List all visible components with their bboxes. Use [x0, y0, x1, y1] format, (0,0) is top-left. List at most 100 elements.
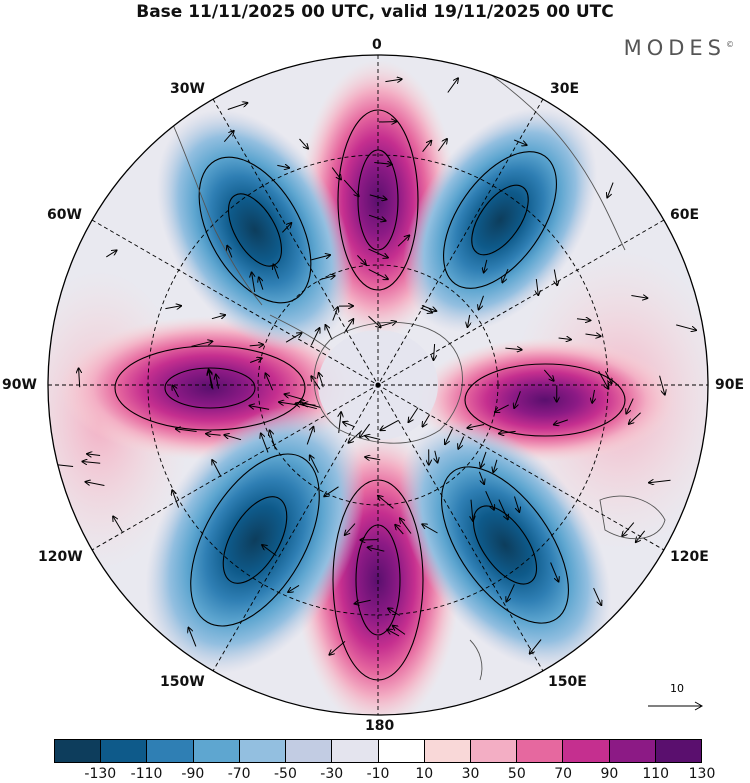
colorbar-swatch [563, 740, 610, 762]
wind-arrow [481, 451, 487, 467]
colorbar-tick-label: 90 [600, 766, 619, 782]
modes-logo: MODES© [623, 36, 734, 60]
wind-arrow [422, 141, 432, 153]
wind-arrow [266, 373, 274, 391]
wind-arrow [206, 434, 221, 436]
colorbar-tick-label: -130 [84, 766, 117, 782]
wind-arrow [499, 431, 516, 433]
wind-arrow [468, 314, 470, 327]
wind-arrow [576, 319, 590, 321]
wind-arrow [310, 455, 319, 473]
wind-arrow [607, 182, 614, 198]
colorbar-tick-label: -50 [273, 766, 297, 782]
streamline [464, 363, 626, 437]
wind-arrow [659, 375, 665, 395]
wind-arrow [355, 600, 371, 604]
colorbar-tick-label: 70 [554, 766, 573, 782]
wind-arrow [224, 435, 242, 441]
wind-arrow [343, 422, 355, 428]
wind-arrow [86, 482, 105, 486]
wind-arrow [288, 584, 300, 592]
lon-label-30e: 30E [550, 81, 580, 97]
colorbar-swatch [609, 740, 656, 762]
wind-arrow [249, 345, 263, 346]
wind-arrow [493, 459, 497, 472]
streamline [441, 466, 569, 624]
anomaly-negative-135e [398, 420, 612, 670]
wind-arrow [300, 402, 321, 408]
wind-arrow [191, 341, 213, 347]
colorbar-tick-label: -30 [320, 766, 344, 782]
wind-arrow [368, 315, 381, 327]
streamline [222, 496, 288, 584]
wind-arrow [165, 306, 181, 309]
wind-arrow [495, 404, 509, 412]
wind-arrow [259, 277, 264, 290]
wind-arrow [299, 138, 309, 149]
colorbar-tick-label: 30 [461, 766, 480, 782]
wind-arrow [332, 307, 338, 321]
wind-arrow [458, 436, 465, 449]
wind-arrow [343, 319, 353, 334]
wind-arrow [368, 547, 385, 552]
lon-label-180: 180 [365, 718, 395, 734]
colorbar-swatch [239, 740, 287, 762]
wind-arrow [514, 391, 521, 408]
wind-arrow [558, 338, 571, 340]
wind-arrow [505, 348, 521, 350]
wind-arrow [211, 315, 225, 319]
wind-arrow [378, 496, 394, 509]
wind-arrow [345, 523, 356, 535]
wind-arrow [343, 179, 359, 196]
africa-tip [469, 59, 626, 251]
wind-arrow [262, 545, 277, 557]
wind-arrow [82, 462, 101, 464]
wind-arrow [502, 268, 509, 282]
wind-arrow [106, 250, 116, 258]
wind-arrow [270, 430, 276, 450]
colorbar-tick-label: 10 [415, 766, 434, 782]
colorbar-tick-label: 110 [642, 766, 670, 782]
wind-arrow [447, 78, 458, 93]
reference-vector-label: 10 [670, 682, 684, 695]
wind-arrow [87, 454, 101, 456]
colorbar-swatch [55, 740, 102, 762]
wind-arrow [227, 103, 248, 110]
streamline [471, 184, 529, 256]
wind-arrow [172, 490, 180, 508]
wind-arrow [189, 628, 197, 647]
streamline [114, 345, 306, 431]
antarctica-coast [313, 321, 463, 444]
wind-arrow [397, 236, 409, 247]
wind-arrow [365, 436, 381, 440]
wind-arrow [676, 324, 696, 330]
colorbar-swatch [193, 740, 240, 762]
wind-arrow [592, 389, 594, 403]
wind-arrow [498, 499, 508, 520]
streamline [443, 151, 557, 289]
wind-arrow [277, 165, 289, 168]
wind-arrow [423, 414, 431, 427]
colorbar-tick-label: -110 [130, 766, 163, 782]
wind-arrow [434, 343, 435, 360]
wind-arrow [400, 518, 412, 534]
wind-arrow [176, 429, 197, 432]
wind-arrow [368, 214, 386, 221]
wind-arrow [387, 630, 400, 637]
wind-arrow [514, 496, 520, 512]
wind-arrow [585, 334, 601, 336]
wind-arrow [554, 419, 568, 425]
wind-arrow [374, 163, 392, 165]
wind-arrow [467, 424, 485, 429]
colorbar-swatch [332, 740, 379, 762]
wind-arrow [216, 375, 219, 389]
colorbar-tick-label: -10 [366, 766, 390, 782]
lon-label-150e: 150E [548, 674, 587, 690]
colorbar-swatch [147, 740, 194, 762]
wind-arrow [273, 265, 280, 279]
polar-stereographic-map [47, 54, 709, 716]
wind-arrow [212, 460, 222, 478]
wind-arrow [250, 406, 270, 410]
colorbar-swatch [378, 740, 425, 762]
wind-arrow [311, 255, 330, 261]
